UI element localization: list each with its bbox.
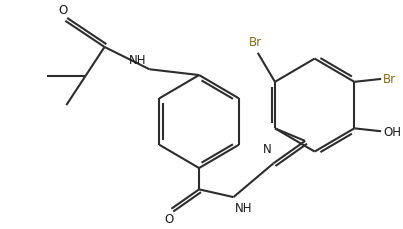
Text: OH: OH: [383, 125, 401, 138]
Text: O: O: [164, 212, 173, 225]
Text: NH: NH: [235, 201, 253, 214]
Text: N: N: [263, 143, 272, 156]
Text: NH: NH: [129, 54, 147, 67]
Text: O: O: [59, 4, 68, 17]
Text: Br: Br: [383, 73, 396, 86]
Text: Br: Br: [249, 36, 262, 49]
